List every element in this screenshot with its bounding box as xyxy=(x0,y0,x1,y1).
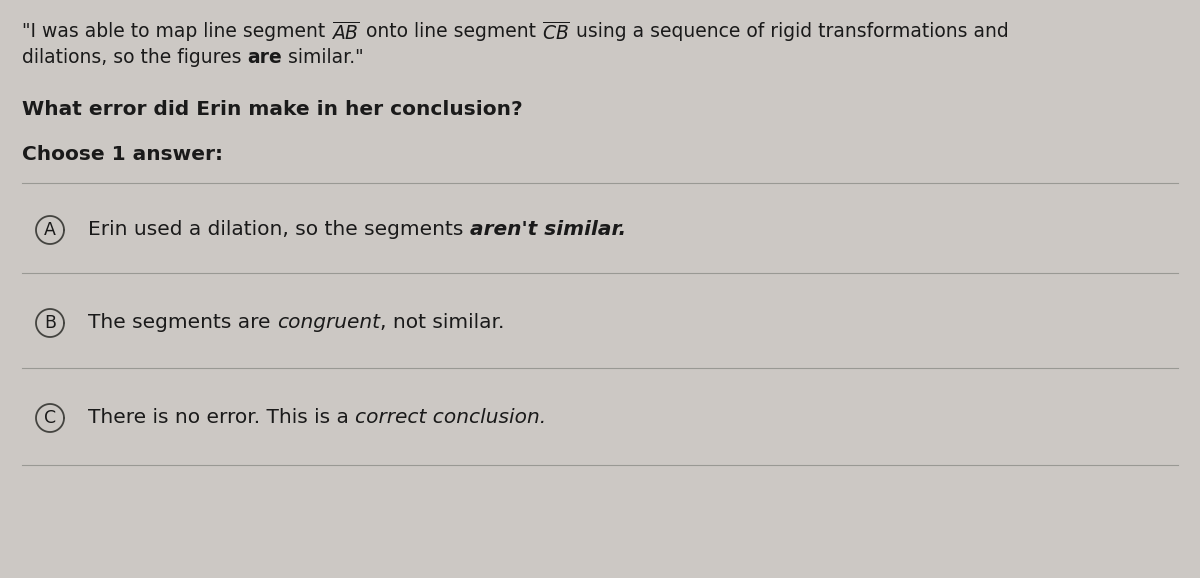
Text: dilations, so the figures: dilations, so the figures xyxy=(22,48,247,67)
Text: Erin used a dilation, so the segments: Erin used a dilation, so the segments xyxy=(88,220,469,239)
Text: using a sequence of rigid transformations and: using a sequence of rigid transformation… xyxy=(570,22,1009,41)
Text: congruent: congruent xyxy=(277,313,380,332)
Text: A: A xyxy=(44,221,56,239)
Text: "I was able to map line segment: "I was able to map line segment xyxy=(22,22,331,41)
Text: are: are xyxy=(247,48,282,67)
Text: C: C xyxy=(44,409,56,427)
Text: There is no error. This is a: There is no error. This is a xyxy=(88,408,355,427)
Text: Choose 1 answer:: Choose 1 answer: xyxy=(22,145,223,164)
Text: , not similar.: , not similar. xyxy=(380,313,504,332)
Text: correct conclusion.: correct conclusion. xyxy=(355,408,546,427)
Text: B: B xyxy=(44,314,56,332)
Text: aren't similar.: aren't similar. xyxy=(469,220,626,239)
Text: $\overline{CB}$: $\overline{CB}$ xyxy=(542,22,570,44)
Text: onto line segment: onto line segment xyxy=(360,22,542,41)
Text: $\overline{AB}$: $\overline{AB}$ xyxy=(331,22,360,44)
Text: What error did Erin make in her conclusion?: What error did Erin make in her conclusi… xyxy=(22,100,523,119)
Text: The segments are: The segments are xyxy=(88,313,277,332)
Text: similar.": similar." xyxy=(282,48,364,67)
